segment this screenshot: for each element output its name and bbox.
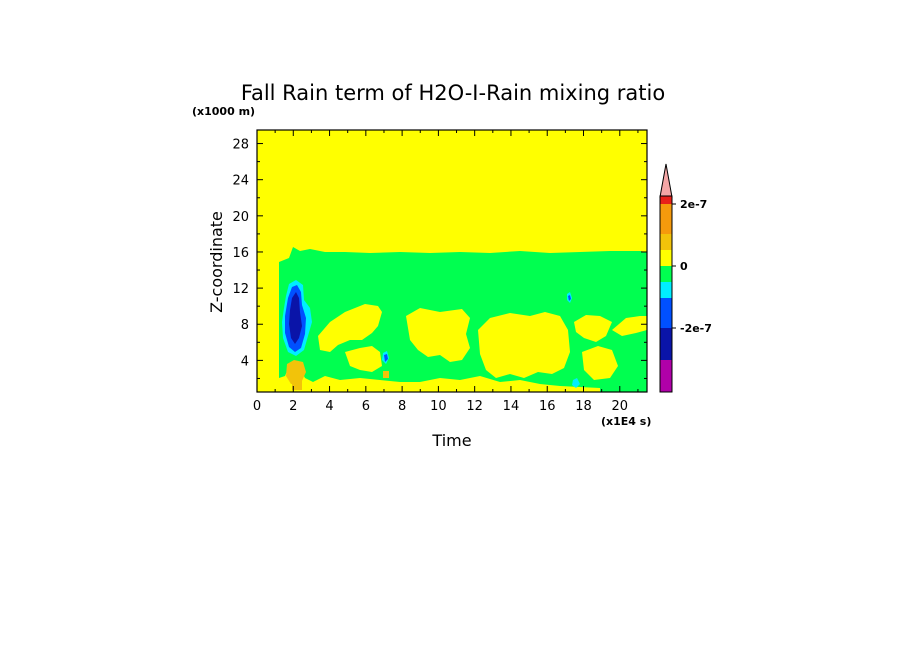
colorbar: 2e-7 0 -2e-7 (659, 163, 712, 393)
x-tick-label: 20 (612, 399, 629, 414)
y-tick-label: 12 (232, 282, 249, 297)
field-region-yellow-intrusion-1 (318, 304, 382, 352)
y-tick-label: 16 (232, 246, 249, 261)
field-region-yellow-intrusion-4 (478, 312, 570, 378)
x-tick-label: 10 (430, 399, 447, 414)
y-tick-label: 8 (241, 318, 249, 333)
field-region-yellow-intrusion-5 (574, 315, 612, 342)
x-tick-label: 14 (503, 399, 520, 414)
x-tick-label: 12 (466, 399, 483, 414)
field-region-yellow-intrusion-6 (612, 316, 647, 336)
y-tick-label: 20 (232, 210, 249, 225)
plot-frame (256, 129, 648, 393)
colorbar-label: 0 (680, 260, 688, 273)
colorbar-label: -2e-7 (680, 322, 712, 335)
field-region-cyan-cell-3 (572, 378, 580, 388)
colorbar-band-high (660, 196, 672, 204)
y-tick-label: 24 (232, 174, 249, 189)
colorbar-frame (659, 195, 673, 393)
y-axis-unit: (x1000 m) (192, 105, 255, 118)
colorbar-band-strong-negative (660, 328, 672, 360)
field-region-orange-spot-3 (383, 371, 389, 378)
colorbar-band-near-zero (660, 250, 672, 266)
y-axis: 4 8 12 16 20 24 28 (232, 138, 647, 379)
field-region-yellow-intrusion-7 (582, 346, 618, 380)
field-region-orange-spot-2 (292, 380, 302, 390)
x-tick-label: 18 (575, 399, 592, 414)
colorbar-band-negative (660, 282, 672, 298)
colorbar-band-small-negative (660, 266, 672, 282)
x-tick-label: 8 (398, 399, 406, 414)
x-axis-label: Time (431, 431, 471, 450)
x-tick-label: 16 (539, 399, 556, 414)
x-tick-label: 0 (253, 399, 261, 414)
x-tick-label: 2 (289, 399, 297, 414)
x-axis: 0 2 4 6 8 10 12 14 16 18 20 (253, 130, 639, 414)
y-tick-label: 28 (232, 138, 249, 153)
field-region-yellow-intrusion-3 (406, 308, 470, 362)
field-region-orange-spot-1 (286, 360, 306, 384)
colorbar-band-more-negative (660, 298, 672, 328)
field-region-darkblue-core (289, 292, 302, 344)
plot-area (257, 130, 647, 392)
colorbar-band-small-positive (660, 234, 672, 250)
y-tick-label: 4 (241, 354, 249, 369)
y-axis-label: Z-coordinate (207, 211, 226, 313)
colorbar-overflow-triangle (659, 163, 673, 198)
x-tick-label: 4 (325, 399, 333, 414)
colorbar-label: 2e-7 (680, 198, 707, 211)
chart-title: Fall Rain term of H2O-I-Rain mixing rati… (241, 81, 665, 105)
field-region-yellow-intrusion-2 (345, 346, 382, 372)
x-axis-unit: (x1E4 s) (601, 415, 651, 428)
field-region-blue-cell-1 (384, 354, 388, 362)
field-region-blue-cell-2 (568, 295, 571, 301)
x-tick-label: 6 (362, 399, 370, 414)
colorbar-band-overflow-low (660, 360, 672, 392)
colorbar-band-positive (660, 204, 672, 234)
